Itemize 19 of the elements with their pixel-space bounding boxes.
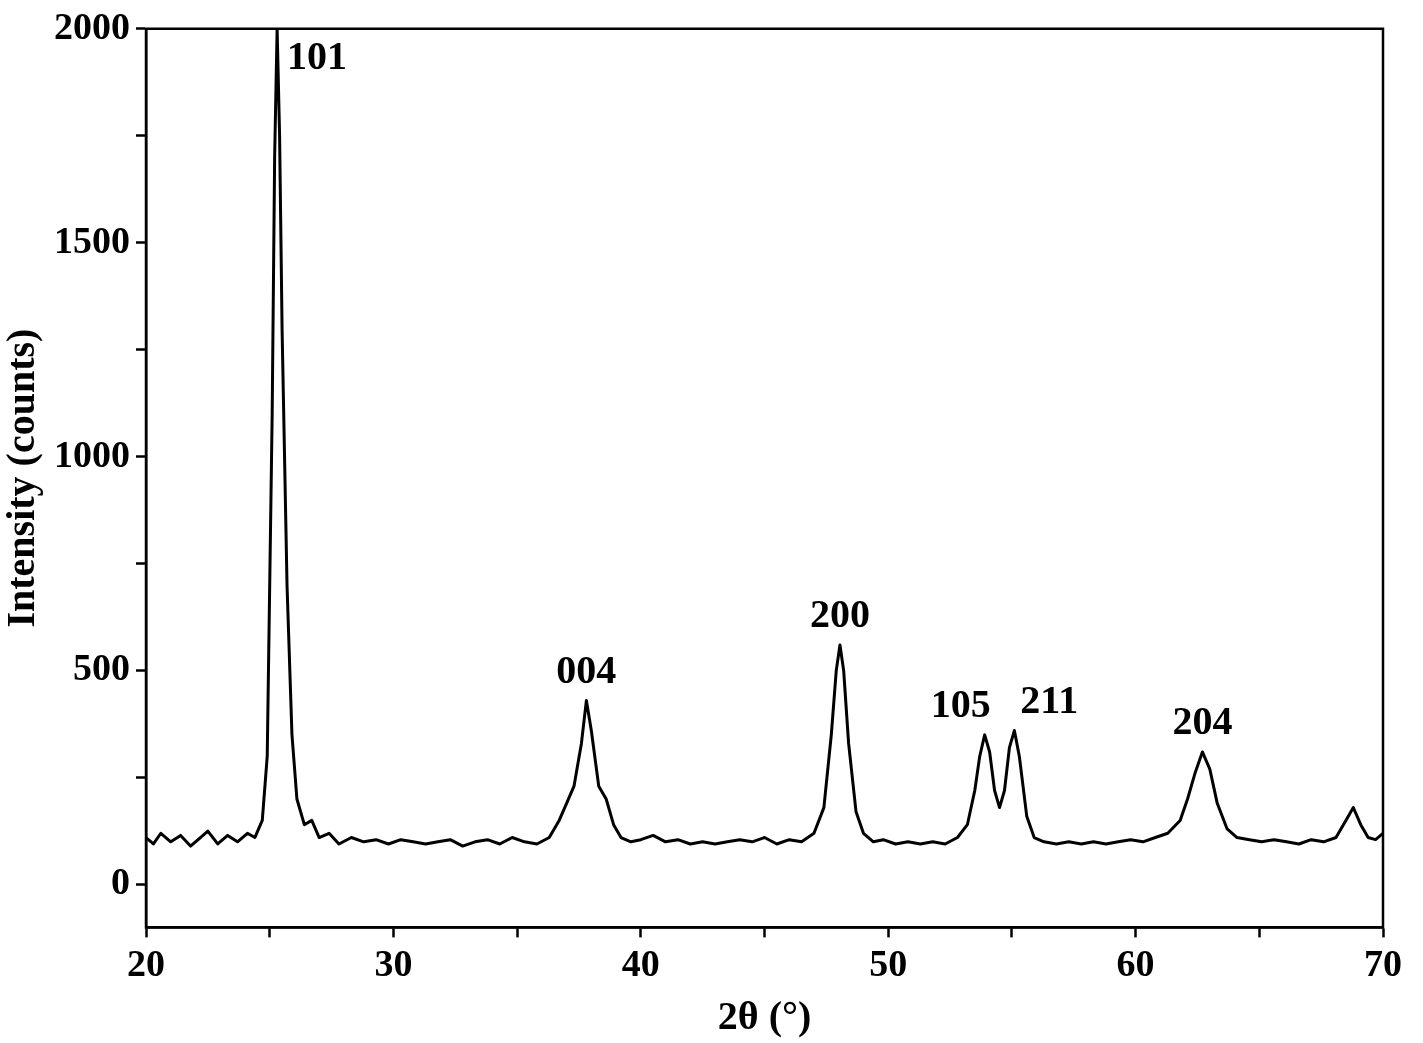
annotation: 004	[556, 646, 617, 692]
y-tick-label: 500	[73, 646, 130, 689]
x-tick-label: 50	[869, 942, 908, 985]
x-axis-title: 2θ (°)	[717, 993, 812, 1039]
x-tick-label: 60	[1116, 942, 1155, 985]
y-tick-label: 2000	[54, 4, 130, 47]
x-tick-label: 40	[621, 942, 660, 985]
x-tick-label: 20	[127, 942, 165, 985]
x-tick-label: 30	[374, 942, 413, 985]
annotation: 211	[1020, 676, 1079, 722]
y-axis-title: Intensity (counts)	[0, 328, 44, 628]
annotation: 204	[1172, 698, 1233, 744]
annotation: 105	[930, 681, 991, 727]
annotation: 101	[287, 33, 348, 79]
y-tick-label: 1000	[54, 432, 130, 475]
x-tick-label: 70	[1364, 942, 1402, 985]
y-tick-label: 1500	[54, 218, 130, 261]
annotation: 200	[809, 591, 870, 637]
y-tick-label: 0	[111, 860, 130, 903]
